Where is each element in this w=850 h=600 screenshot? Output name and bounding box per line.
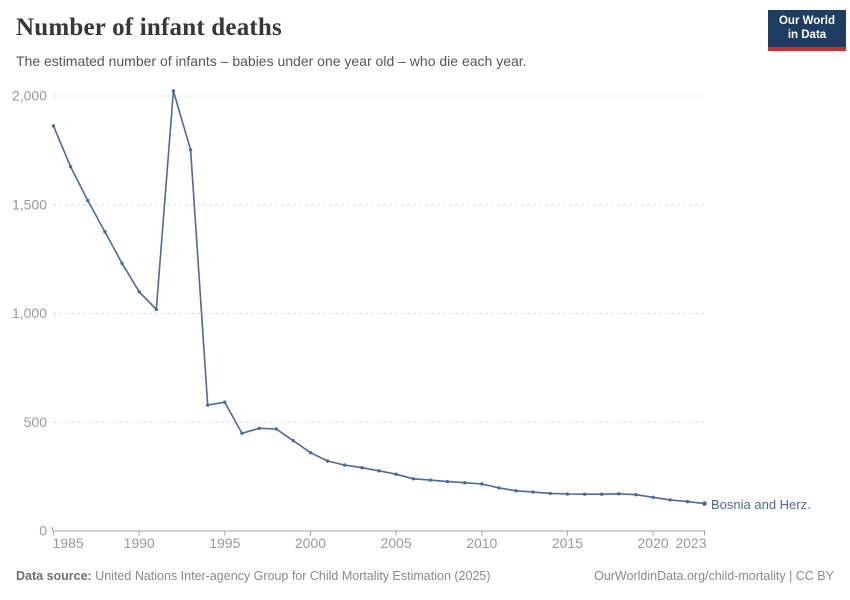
data-point bbox=[445, 479, 450, 484]
data-series-line[interactable] bbox=[52, 90, 705, 505]
y-axis-tick-label: 1,500 bbox=[12, 196, 47, 212]
data-point bbox=[68, 165, 73, 169]
chart-footer: Data source: United Nations Inter-agency… bbox=[16, 569, 834, 583]
x-axis-tick-label: 2023 bbox=[675, 535, 706, 551]
data-point bbox=[188, 148, 193, 152]
data-point bbox=[274, 427, 278, 431]
data-point bbox=[548, 491, 552, 496]
data-point bbox=[634, 493, 638, 497]
data-point bbox=[257, 426, 261, 430]
chart-subtitle: The estimated number of infants – babies… bbox=[16, 53, 527, 69]
y-axis-tick-label: 0 bbox=[39, 523, 47, 539]
data-point bbox=[565, 492, 570, 496]
data-point bbox=[86, 198, 90, 203]
data-point bbox=[377, 469, 381, 473]
data-point bbox=[617, 492, 621, 496]
data-point bbox=[137, 290, 141, 294]
data-point bbox=[360, 466, 364, 470]
x-axis-tick-label: 2015 bbox=[552, 535, 583, 551]
data-point bbox=[514, 489, 518, 493]
data-point bbox=[171, 89, 176, 93]
data-point bbox=[206, 403, 210, 407]
data-point bbox=[394, 472, 398, 476]
data-point bbox=[428, 478, 433, 482]
data-point bbox=[291, 439, 295, 443]
data-point bbox=[582, 492, 587, 496]
data-point bbox=[223, 400, 227, 404]
data-source-label: Data source: bbox=[16, 569, 92, 583]
y-axis-tick-label: 2,000 bbox=[12, 88, 47, 104]
series-entity-label[interactable]: Bosnia and Herz. bbox=[711, 497, 811, 512]
data-point bbox=[120, 261, 124, 265]
chart-title: Number of infant deaths bbox=[16, 14, 282, 41]
data-point bbox=[668, 498, 672, 502]
data-point bbox=[651, 495, 655, 499]
x-axis-tick-label: 1985 bbox=[53, 535, 84, 551]
owid-logo-line1: Our World bbox=[778, 15, 835, 27]
data-point bbox=[600, 492, 604, 496]
owid-logo[interactable]: Our World in Data bbox=[768, 10, 846, 51]
y-axis-tick-label: 500 bbox=[24, 414, 48, 430]
data-point bbox=[103, 230, 107, 234]
data-point bbox=[497, 486, 501, 490]
x-axis-tick-label: 1990 bbox=[124, 535, 155, 551]
data-point bbox=[411, 477, 415, 481]
x-axis-tick-label: 2010 bbox=[466, 535, 497, 551]
y-axis-tick-label: 1,000 bbox=[12, 305, 47, 321]
data-point bbox=[308, 451, 313, 455]
data-point bbox=[51, 124, 56, 128]
data-point bbox=[531, 490, 535, 494]
data-source-text: United Nations Inter-agency Group for Ch… bbox=[91, 569, 491, 583]
data-source-note: Data source: United Nations Inter-agency… bbox=[16, 569, 491, 583]
data-point bbox=[325, 459, 330, 463]
data-point bbox=[154, 307, 158, 312]
x-axis-tick-label: 2005 bbox=[381, 535, 412, 551]
data-point bbox=[702, 501, 707, 506]
data-point bbox=[463, 481, 467, 485]
license-note[interactable]: OurWorldinData.org/child-mortality | CC … bbox=[594, 569, 834, 583]
x-axis-tick-label: 2020 bbox=[638, 535, 669, 551]
x-axis-tick-label: 1995 bbox=[209, 535, 240, 551]
owid-logo-line2: in Data bbox=[787, 28, 827, 41]
data-point bbox=[480, 482, 484, 486]
data-point bbox=[343, 463, 347, 467]
x-axis-tick-label: 2000 bbox=[295, 535, 326, 551]
data-point bbox=[685, 499, 690, 504]
data-point bbox=[240, 431, 244, 435]
